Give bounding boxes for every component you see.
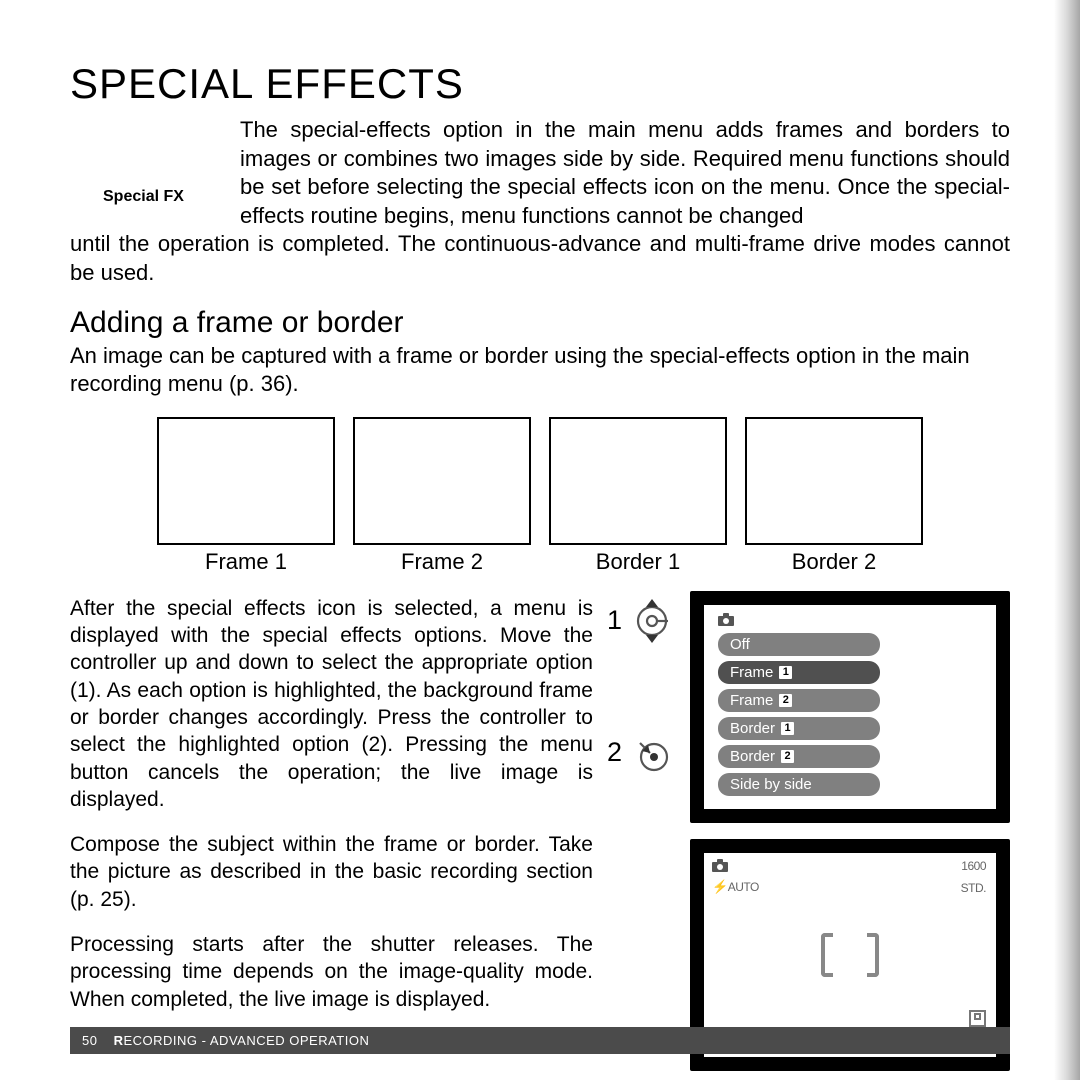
thumb-label: Frame 2 — [353, 549, 531, 575]
press-controller-icon — [628, 729, 676, 777]
osd-resolution: 1600 — [961, 859, 986, 873]
thumb-box — [549, 417, 727, 545]
intro-part2: until the operation is completed. The co… — [70, 230, 1010, 287]
thumb-label: Border 2 — [745, 549, 923, 575]
focus-brackets-icon — [821, 933, 879, 977]
menu-item-border2[interactable]: Border 2 — [718, 745, 880, 768]
subdesc: An image can be captured with a frame or… — [70, 342, 1010, 399]
camera-icon — [712, 859, 728, 877]
thumb-box — [353, 417, 531, 545]
instruction-para2: Compose the subject within the frame or … — [70, 831, 593, 913]
thumb-box — [157, 417, 335, 545]
menu-item-frame1[interactable]: Frame 1 — [718, 661, 880, 684]
menu-label: Frame — [730, 692, 773, 709]
instructions-column: After the special effects icon is select… — [70, 595, 593, 1071]
subheading: Adding a frame or border — [70, 306, 1010, 340]
step-2: 2 — [607, 729, 676, 777]
osd-std: STD. — [961, 881, 986, 895]
thumb-frame1: Frame 1 — [157, 417, 335, 575]
menu-badge: 1 — [781, 722, 794, 735]
step-number-column: 1 2 — [607, 595, 676, 1071]
menu-badge: 2 — [781, 750, 794, 763]
menu-item-sidebyside[interactable]: Side by side — [718, 773, 880, 796]
menu-label: Side by side — [730, 776, 812, 793]
osd-flash-auto: ⚡AUTO — [712, 879, 759, 895]
thumb-border2: Border 2 — [745, 417, 923, 575]
camera-icon — [718, 613, 972, 626]
lcd-column: Off Frame 1 Frame 2 Border 1 — [690, 591, 1010, 1071]
menu-item-frame2[interactable]: Frame 2 — [718, 689, 880, 712]
menu-label: Frame — [730, 664, 773, 681]
step-number-2: 2 — [607, 737, 622, 768]
instruction-para1: After the special effects icon is select… — [70, 595, 593, 813]
menu-badge: 2 — [779, 694, 792, 707]
thumb-border1: Border 1 — [549, 417, 727, 575]
section-name: RECORDING - ADVANCED OPERATION — [114, 1033, 370, 1048]
page-footer: 50 RECORDING - ADVANCED OPERATION — [70, 1027, 1010, 1054]
menu-item-off[interactable]: Off — [718, 633, 880, 656]
updown-controller-icon — [628, 597, 676, 645]
special-fx-label: Special FX — [103, 188, 184, 206]
instruction-para3: Processing starts after the shutter rele… — [70, 931, 593, 1013]
menu-label: Border — [730, 748, 775, 765]
thumb-box — [745, 417, 923, 545]
osd-square-icon — [969, 1010, 986, 1027]
page-edge-shadow — [1054, 0, 1080, 1080]
menu-label: Off — [730, 636, 750, 653]
menu-badge: 1 — [779, 666, 792, 679]
thumbnail-row: Frame 1 Frame 2 Border 1 Border 2 — [70, 417, 1010, 575]
page-number: 50 — [82, 1033, 97, 1048]
step-1: 1 — [607, 597, 676, 645]
thumb-frame2: Frame 2 — [353, 417, 531, 575]
intro-text: The special-effects option in the main m… — [70, 116, 1010, 288]
thumb-label: Border 1 — [549, 549, 727, 575]
menu-item-border1[interactable]: Border 1 — [718, 717, 880, 740]
step-number-1: 1 — [607, 605, 622, 636]
lcd-menu-screen: Off Frame 1 Frame 2 Border 1 — [690, 591, 1010, 823]
page-title: SPECIAL EFFECTS — [70, 60, 1010, 108]
menu-label: Border — [730, 720, 775, 737]
intro-part1: The special-effects option in the main m… — [240, 116, 1010, 230]
thumb-label: Frame 1 — [157, 549, 335, 575]
